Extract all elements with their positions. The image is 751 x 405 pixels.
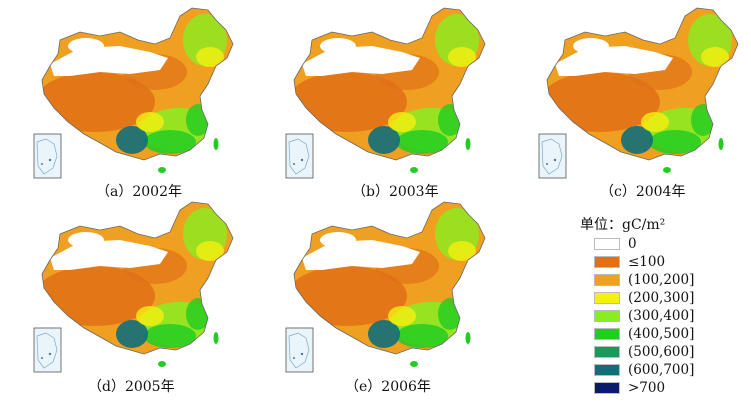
caption-2002: （a）2002年 (96, 184, 182, 200)
legend-swatch (594, 274, 620, 286)
legend-swatch (594, 310, 620, 322)
south-china-sea-inset (33, 133, 62, 179)
map-2004 (538, 7, 739, 179)
legend-label: (100,200] (628, 272, 695, 288)
taiwan-island (718, 138, 724, 150)
legend-item-8: >700 (594, 380, 744, 397)
south-china-sea-inset (33, 327, 62, 373)
legend-label: (200,300] (628, 290, 695, 306)
hainan-island (410, 167, 418, 173)
map-2005 (33, 201, 234, 373)
legend-item-6: (500,600] (594, 344, 744, 361)
caption-2006: （e）2006年 (345, 379, 431, 395)
legend-title: 单位：gC/m² (580, 217, 666, 233)
legend-item-1: ≤100 (594, 254, 744, 271)
legend-label: (400,500] (628, 326, 695, 342)
legend-label: (300,400] (628, 308, 695, 324)
hainan-island (410, 361, 418, 367)
map-2002 (33, 7, 234, 179)
legend-label: (500,600] (628, 344, 695, 360)
south-china-sea-inset (538, 133, 567, 179)
legend-swatch (594, 256, 620, 268)
south-china-sea-inset (285, 133, 314, 179)
south-china-sea-inset (285, 327, 314, 373)
caption-2004: （c）2004年 (600, 184, 686, 200)
legend-label: >700 (628, 380, 666, 396)
legend-item-4: (300,400] (594, 308, 744, 325)
taiwan-island (465, 138, 471, 150)
legend-swatch (594, 346, 620, 358)
caption-2005: （d）2005年 (88, 379, 175, 395)
map-panel-2002 (20, 2, 255, 182)
legend-item-5: (400,500] (594, 326, 744, 343)
taiwan-island (213, 138, 219, 150)
map-panel-2006 (272, 196, 507, 376)
taiwan-island (213, 332, 219, 344)
legend-swatch (594, 292, 620, 304)
map-panel-2005 (20, 196, 255, 376)
legend-swatch (594, 364, 620, 376)
legend-item-0: 0 (594, 236, 744, 253)
map-2006 (285, 201, 486, 373)
map-panel-2003 (272, 2, 507, 182)
legend-label: ≤100 (628, 254, 666, 270)
hainan-island (158, 167, 166, 173)
hainan-island (663, 167, 671, 173)
legend: 单位：gC/m² 0 ≤100 (100,200] (200,300] (300… (580, 212, 750, 402)
legend-item-7: (600,700] (594, 362, 744, 379)
legend-swatch (594, 238, 620, 250)
map-panel-2004 (525, 2, 751, 182)
legend-swatch (594, 382, 620, 394)
legend-label: (600,700] (628, 362, 695, 378)
legend-label: 0 (628, 236, 637, 252)
legend-item-2: (100,200] (594, 272, 744, 289)
caption-2003: （b）2003年 (352, 184, 439, 200)
taiwan-island (465, 332, 471, 344)
hainan-island (158, 361, 166, 367)
legend-swatch (594, 328, 620, 340)
map-2003 (285, 7, 486, 179)
legend-item-3: (200,300] (594, 290, 744, 307)
